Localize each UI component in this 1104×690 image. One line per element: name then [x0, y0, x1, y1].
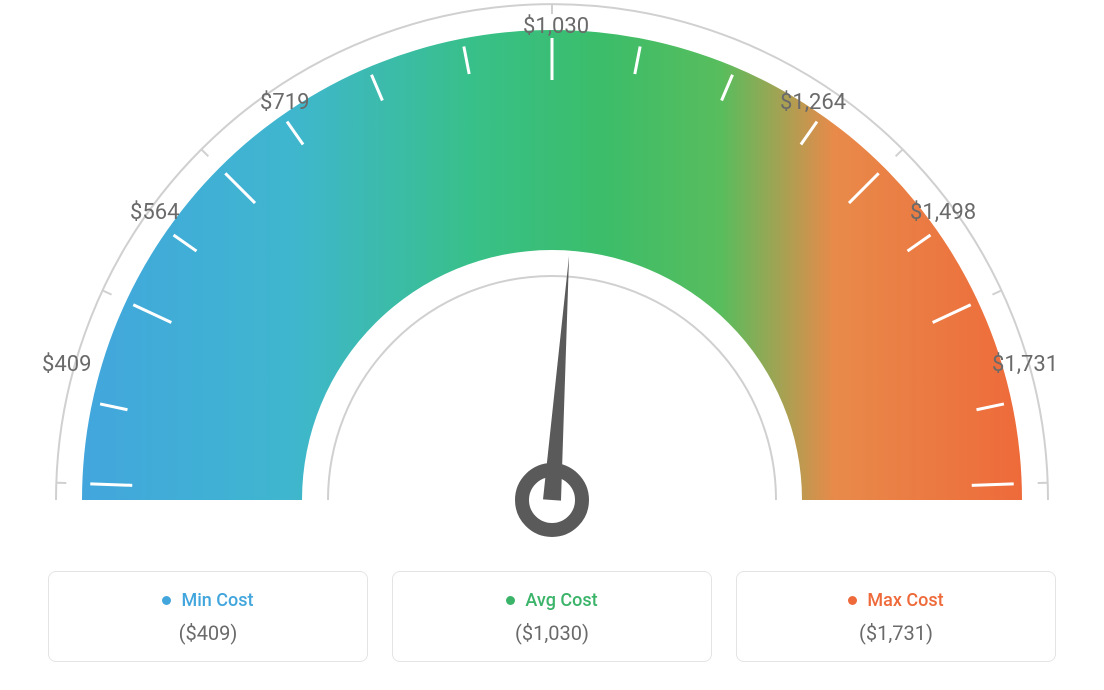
cost-gauge: $409 $564 $719 $1,030 $1,264 $1,498 $1,731: [0, 0, 1104, 550]
gauge-tick-label: $1,731: [992, 352, 1058, 377]
dot-icon: [162, 596, 171, 605]
legend-card-max: Max Cost ($1,731): [736, 571, 1056, 662]
gauge-tick-label: $564: [130, 200, 179, 225]
gauge-svg: [0, 0, 1104, 560]
legend-row: Min Cost ($409) Avg Cost ($1,030) Max Co…: [0, 571, 1104, 662]
legend-value: ($1,731): [737, 621, 1055, 645]
gauge-tick-label: $1,498: [910, 200, 976, 225]
legend-label: Min Cost: [181, 590, 253, 611]
legend-card-min: Min Cost ($409): [48, 571, 368, 662]
legend-card-avg: Avg Cost ($1,030): [392, 571, 712, 662]
gauge-tick-label: $719: [260, 90, 309, 115]
gauge-tick-label: $1,030: [523, 14, 589, 39]
legend-label: Max Cost: [867, 590, 943, 611]
legend-label: Avg Cost: [525, 590, 597, 611]
dot-icon: [506, 596, 515, 605]
legend-value: ($409): [49, 621, 367, 645]
dot-icon: [848, 596, 857, 605]
gauge-tick-label: $409: [42, 352, 91, 377]
legend-value: ($1,030): [393, 621, 711, 645]
gauge-tick-label: $1,264: [780, 90, 846, 115]
